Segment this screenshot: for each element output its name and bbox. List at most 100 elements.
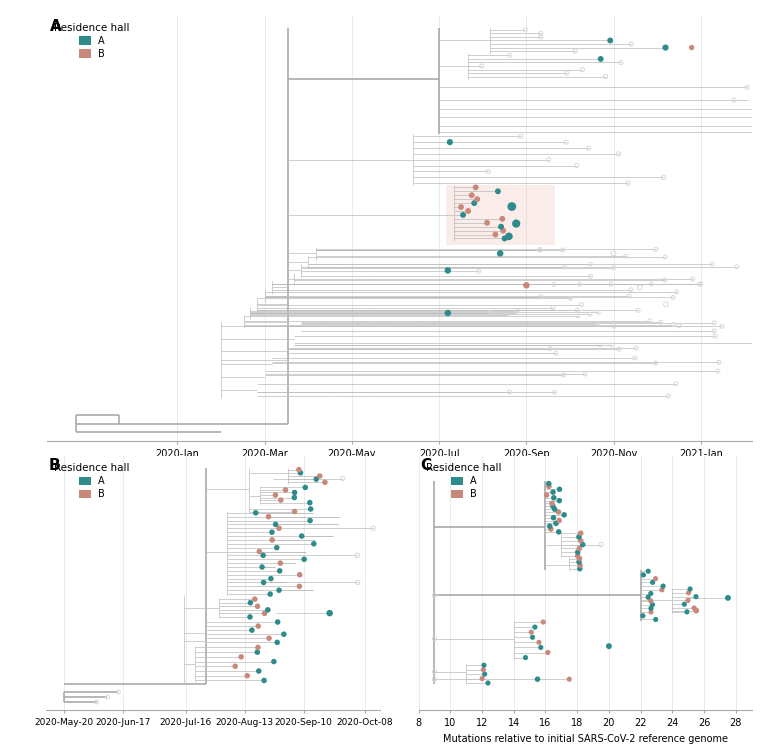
Point <box>649 357 662 369</box>
Point <box>659 274 671 286</box>
Point <box>319 477 331 489</box>
Point <box>470 182 482 193</box>
Point <box>503 386 515 398</box>
Point <box>273 584 285 596</box>
Point <box>556 244 569 256</box>
Point <box>462 205 474 217</box>
Point <box>546 302 559 314</box>
Point <box>540 489 553 501</box>
Point <box>351 549 363 561</box>
Point <box>269 489 281 501</box>
Point <box>613 344 625 356</box>
Point <box>760 337 773 349</box>
Point <box>722 592 734 604</box>
Point <box>649 244 662 255</box>
Point <box>497 225 509 237</box>
Point <box>257 577 270 589</box>
Point <box>534 244 546 255</box>
Point <box>549 386 561 398</box>
Point <box>625 284 637 296</box>
Point <box>542 154 555 166</box>
Point <box>336 473 349 485</box>
Point <box>466 189 478 201</box>
Point <box>573 531 585 543</box>
Point <box>537 616 549 628</box>
Point <box>502 309 515 320</box>
Point <box>471 193 484 205</box>
Point <box>553 506 565 518</box>
Point <box>476 672 488 684</box>
Point <box>694 278 707 290</box>
Point <box>428 633 440 645</box>
Point <box>570 160 583 172</box>
Point <box>599 71 611 83</box>
Point <box>678 598 691 610</box>
Point <box>277 628 290 640</box>
Point <box>709 330 722 342</box>
Point <box>549 518 562 530</box>
Point <box>241 670 253 682</box>
Point <box>535 31 547 43</box>
Point <box>574 279 586 291</box>
Point <box>659 251 671 263</box>
Text: C: C <box>420 458 432 473</box>
Point <box>607 261 619 273</box>
Point <box>542 480 555 492</box>
Point <box>547 486 560 498</box>
Point <box>582 142 594 154</box>
Point <box>253 545 266 557</box>
Point <box>656 584 668 596</box>
Point <box>608 320 620 332</box>
Point <box>244 597 257 609</box>
Point <box>680 606 693 618</box>
Point <box>553 495 566 506</box>
Point <box>608 247 620 259</box>
Point <box>612 148 625 160</box>
Point <box>629 352 641 364</box>
Point <box>632 305 644 317</box>
Point <box>694 279 706 291</box>
Point <box>728 94 740 106</box>
Point <box>274 495 287 506</box>
Point <box>271 636 284 648</box>
Point <box>573 556 585 568</box>
Point <box>571 310 584 322</box>
Point <box>473 265 485 277</box>
Point <box>515 130 527 142</box>
Point <box>484 307 497 319</box>
Point <box>367 522 379 534</box>
Point <box>496 213 508 225</box>
Point <box>623 290 636 302</box>
Point <box>741 81 753 93</box>
Point <box>489 229 501 241</box>
Point <box>574 542 586 554</box>
Point <box>642 565 654 577</box>
Point <box>577 63 589 75</box>
Point <box>673 320 685 332</box>
Point <box>643 314 656 326</box>
Point <box>571 304 584 316</box>
Point <box>670 378 682 390</box>
Point <box>688 602 701 614</box>
Point <box>684 583 696 595</box>
Point <box>532 636 545 648</box>
Point <box>594 539 607 551</box>
Point <box>534 244 546 256</box>
Point <box>645 588 657 600</box>
Point <box>252 620 264 632</box>
Bar <box>446 185 556 245</box>
Point <box>526 631 539 643</box>
Point <box>352 577 364 589</box>
Point <box>266 526 278 538</box>
Point <box>532 673 544 685</box>
Point <box>716 320 728 332</box>
Point <box>519 24 532 36</box>
Point <box>428 589 440 601</box>
Point <box>253 665 265 677</box>
Point <box>267 656 280 668</box>
Point <box>270 542 283 554</box>
Point <box>482 677 494 689</box>
Point <box>266 534 278 546</box>
Point <box>495 220 508 232</box>
Point <box>298 554 310 565</box>
